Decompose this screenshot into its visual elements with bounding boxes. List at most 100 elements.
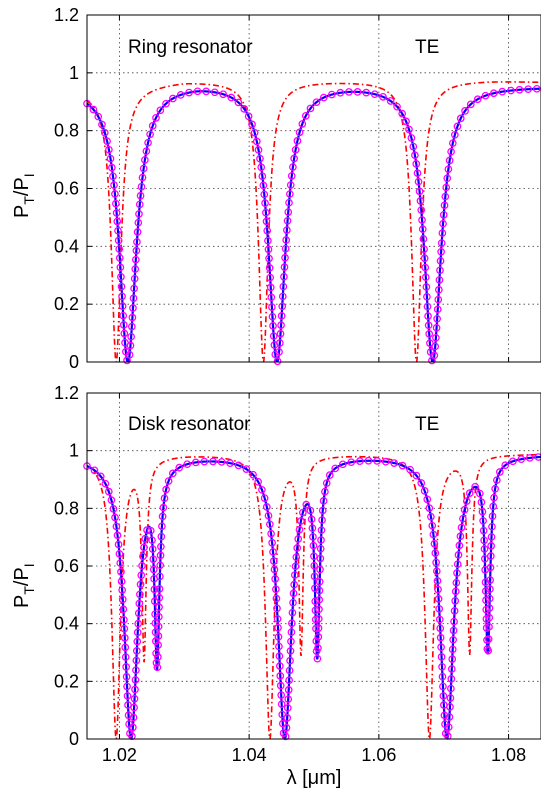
marker-point xyxy=(316,544,325,553)
marker-point xyxy=(130,694,139,703)
marker-point xyxy=(127,332,136,341)
marker-point xyxy=(290,580,298,589)
marker-point xyxy=(209,457,217,466)
svg-text:PT/PI: PT/PI xyxy=(11,173,37,218)
marker-point xyxy=(122,663,131,671)
marker-point xyxy=(202,87,211,96)
marker-point xyxy=(310,552,318,561)
marker-point xyxy=(118,595,127,604)
svg-text:PT/PI: PT/PI xyxy=(11,563,37,608)
marker-point xyxy=(277,700,286,709)
marker-point xyxy=(517,455,526,464)
marker-point xyxy=(162,99,170,108)
marker-point xyxy=(254,146,263,154)
marker-point xyxy=(433,576,442,585)
marker-point xyxy=(279,282,288,291)
marker-point xyxy=(450,617,458,626)
marker-point xyxy=(227,93,236,102)
marker-point xyxy=(430,351,439,360)
marker-point xyxy=(293,544,302,552)
marker-point xyxy=(109,172,117,181)
marker-point xyxy=(310,572,319,581)
marker-point xyxy=(443,174,452,183)
axes-frame xyxy=(86,14,541,363)
marker-point xyxy=(435,615,444,624)
y-tick-label: 1 xyxy=(69,63,79,83)
marker-point xyxy=(316,554,325,563)
marker-point xyxy=(475,489,484,498)
marker-point xyxy=(290,571,299,579)
marker-point xyxy=(486,576,495,584)
marker-point xyxy=(436,266,444,275)
y-tick-label: 0 xyxy=(69,729,79,749)
marker-point xyxy=(327,90,336,99)
marker-point xyxy=(415,187,424,196)
marker-point xyxy=(295,525,304,534)
marker-point xyxy=(445,713,454,721)
y-tick-label: 0.6 xyxy=(54,179,79,199)
marker-point xyxy=(156,106,165,115)
marker-point xyxy=(292,553,301,562)
marker-point xyxy=(234,461,243,470)
marker-point xyxy=(116,559,125,567)
marker-point xyxy=(262,208,270,217)
marker-point xyxy=(438,662,446,671)
marker-point xyxy=(461,107,469,115)
marker-point xyxy=(94,112,103,121)
marker-point xyxy=(265,264,274,272)
marker-point xyxy=(252,137,261,146)
marker-point xyxy=(495,468,504,476)
marker-point xyxy=(285,676,293,685)
marker-point xyxy=(419,235,428,243)
marker-point xyxy=(440,201,449,210)
marker-point xyxy=(156,551,165,560)
marker-point xyxy=(411,151,419,160)
marker-point xyxy=(284,686,293,694)
marker-point xyxy=(473,95,482,104)
marker-point xyxy=(271,575,280,583)
marker-point xyxy=(118,586,127,594)
marker-point xyxy=(264,245,273,254)
marker-point xyxy=(486,552,495,560)
x-tick-label: 1.02 xyxy=(102,745,137,765)
marker-point xyxy=(132,647,141,655)
marker-point xyxy=(347,458,356,467)
marker-point xyxy=(156,561,165,570)
marker-point xyxy=(471,482,480,491)
marker-point xyxy=(104,487,113,496)
marker-point xyxy=(135,200,144,209)
marker-point xyxy=(488,522,496,531)
marker-point xyxy=(156,572,164,581)
marker-point xyxy=(158,522,166,531)
marker-point xyxy=(456,114,465,123)
marker-point xyxy=(321,487,329,496)
marker-point xyxy=(448,645,457,654)
marker-point xyxy=(152,649,160,658)
marker-point xyxy=(108,163,116,172)
x-tick-label: 1.08 xyxy=(491,745,526,765)
marker-point xyxy=(130,703,138,712)
marker-point xyxy=(154,641,163,649)
dashed-series-line xyxy=(87,81,541,362)
marker-point xyxy=(158,512,167,521)
marker-point xyxy=(136,580,145,589)
marker-point xyxy=(268,303,276,311)
marker-point xyxy=(479,526,488,535)
y-tick-label: 0.2 xyxy=(54,294,79,314)
marker-point xyxy=(417,206,426,214)
marker-point xyxy=(421,263,430,272)
marker-point xyxy=(418,225,427,234)
marker-point xyxy=(447,147,455,156)
marker-point xyxy=(362,88,371,97)
marker-point xyxy=(312,637,321,645)
marker-point xyxy=(439,219,447,228)
y-label-slash: /P xyxy=(11,567,33,586)
marker-point xyxy=(487,542,496,550)
marker-point xyxy=(454,551,463,559)
marker-point xyxy=(89,105,98,114)
marker-point xyxy=(210,88,219,97)
marker-point xyxy=(345,88,353,96)
marker-point xyxy=(427,512,435,521)
marker-point xyxy=(489,502,498,511)
marker-point xyxy=(423,292,431,301)
